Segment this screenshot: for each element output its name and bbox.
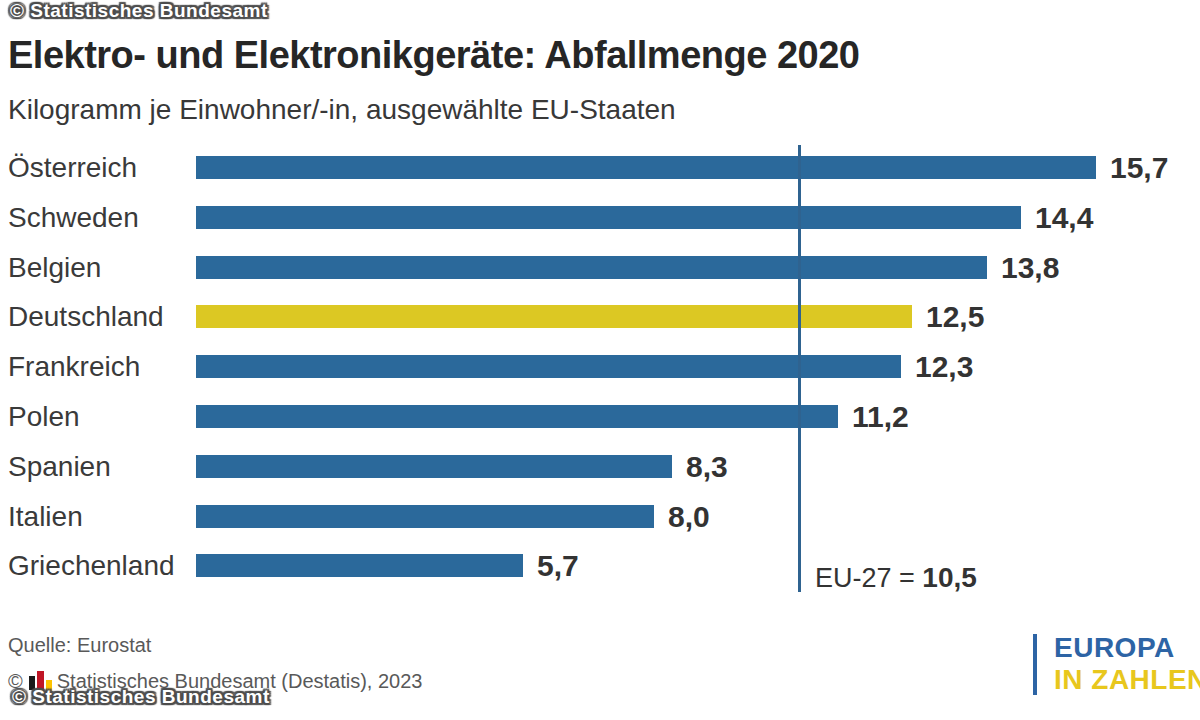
bar-row-österreich: Österreich15,7 bbox=[0, 156, 1200, 179]
bar-row-spanien: Spanien8,3 bbox=[0, 455, 1200, 478]
bar-row-schweden: Schweden14,4 bbox=[0, 206, 1200, 229]
eu-average-label: EU-27 = 10,5 bbox=[815, 562, 977, 594]
bar-row-griechenland: Griechenland5,7 bbox=[0, 554, 1200, 577]
value-label: 15,7 bbox=[1110, 151, 1168, 185]
infographic-canvas: © Statistisches Bundesamt Elektro- und E… bbox=[0, 0, 1200, 720]
bar-chart: Österreich15,7Schweden14,4Belgien13,8Deu… bbox=[0, 0, 1200, 720]
value-label: 13,8 bbox=[1001, 251, 1059, 285]
category-label: Italien bbox=[8, 501, 83, 533]
category-label: Spanien bbox=[8, 451, 111, 483]
category-label: Österreich bbox=[8, 152, 137, 184]
bar bbox=[196, 554, 523, 577]
bar-row-frankreich: Frankreich12,3 bbox=[0, 355, 1200, 378]
europa-in-zahlen-logo: EUROPA IN ZAHLEN bbox=[1032, 630, 1200, 698]
value-label: 12,5 bbox=[926, 300, 984, 334]
logo-text-in-zahlen: IN ZAHLEN bbox=[1054, 664, 1200, 696]
bar-row-polen: Polen11,2 bbox=[0, 405, 1200, 428]
value-label: 11,2 bbox=[852, 400, 909, 434]
category-label: Griechenland bbox=[8, 550, 175, 582]
value-label: 5,7 bbox=[537, 549, 579, 583]
category-label: Schweden bbox=[8, 202, 139, 234]
bar bbox=[196, 156, 1096, 179]
bar bbox=[196, 455, 672, 478]
value-label: 14,4 bbox=[1035, 201, 1093, 235]
logo-vertical-rule bbox=[1033, 634, 1037, 695]
bar bbox=[196, 505, 654, 528]
logo-text-europa: EUROPA bbox=[1054, 632, 1175, 664]
eu-average-value: 10,5 bbox=[922, 562, 977, 593]
eu-average-reference-line bbox=[798, 145, 801, 592]
bar-highlighted bbox=[196, 305, 912, 328]
source-note: Quelle: Eurostat bbox=[8, 634, 151, 657]
bar bbox=[196, 206, 1021, 229]
watermark-top: © Statistisches Bundesamt bbox=[10, 0, 268, 22]
value-label: 8,0 bbox=[668, 500, 710, 534]
value-label: 8,3 bbox=[686, 450, 728, 484]
category-label: Deutschland bbox=[8, 301, 164, 333]
watermark-bottom: © Statistisches Bundesamt bbox=[12, 686, 270, 708]
category-label: Polen bbox=[8, 401, 80, 433]
bar bbox=[196, 405, 838, 428]
category-label: Belgien bbox=[8, 252, 101, 284]
eu-average-label-prefix: EU-27 = bbox=[815, 563, 922, 593]
bar-row-italien: Italien8,0 bbox=[0, 505, 1200, 528]
bar bbox=[196, 256, 987, 279]
bar-row-belgien: Belgien13,8 bbox=[0, 256, 1200, 279]
bar-row-deutschland: Deutschland12,5 bbox=[0, 305, 1200, 328]
bar bbox=[196, 355, 901, 378]
category-label: Frankreich bbox=[8, 351, 140, 383]
value-label: 12,3 bbox=[915, 350, 973, 384]
